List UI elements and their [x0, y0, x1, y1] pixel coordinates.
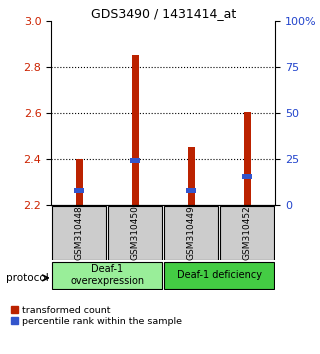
Bar — [52, 206, 106, 259]
Bar — [52, 262, 162, 289]
Bar — [244, 112, 251, 205]
Bar — [186, 188, 196, 193]
Bar — [164, 262, 274, 289]
Text: GSM310452: GSM310452 — [243, 205, 252, 260]
Text: Deaf-1
overexpression: Deaf-1 overexpression — [70, 264, 144, 286]
Bar — [108, 206, 162, 259]
Bar — [220, 206, 274, 259]
Text: GSM310448: GSM310448 — [75, 205, 84, 260]
Title: GDS3490 / 1431414_at: GDS3490 / 1431414_at — [91, 7, 236, 20]
Bar — [76, 159, 83, 205]
Text: GSM310449: GSM310449 — [187, 205, 196, 260]
Text: GSM310450: GSM310450 — [131, 205, 140, 260]
Bar — [188, 147, 195, 205]
Text: Deaf-1 deficiency: Deaf-1 deficiency — [177, 270, 262, 280]
Text: protocol: protocol — [6, 273, 49, 283]
Bar — [242, 174, 252, 179]
Bar — [130, 158, 140, 163]
Bar — [74, 188, 84, 193]
Bar — [132, 55, 139, 205]
Bar — [164, 206, 218, 259]
Legend: transformed count, percentile rank within the sample: transformed count, percentile rank withi… — [11, 306, 181, 326]
